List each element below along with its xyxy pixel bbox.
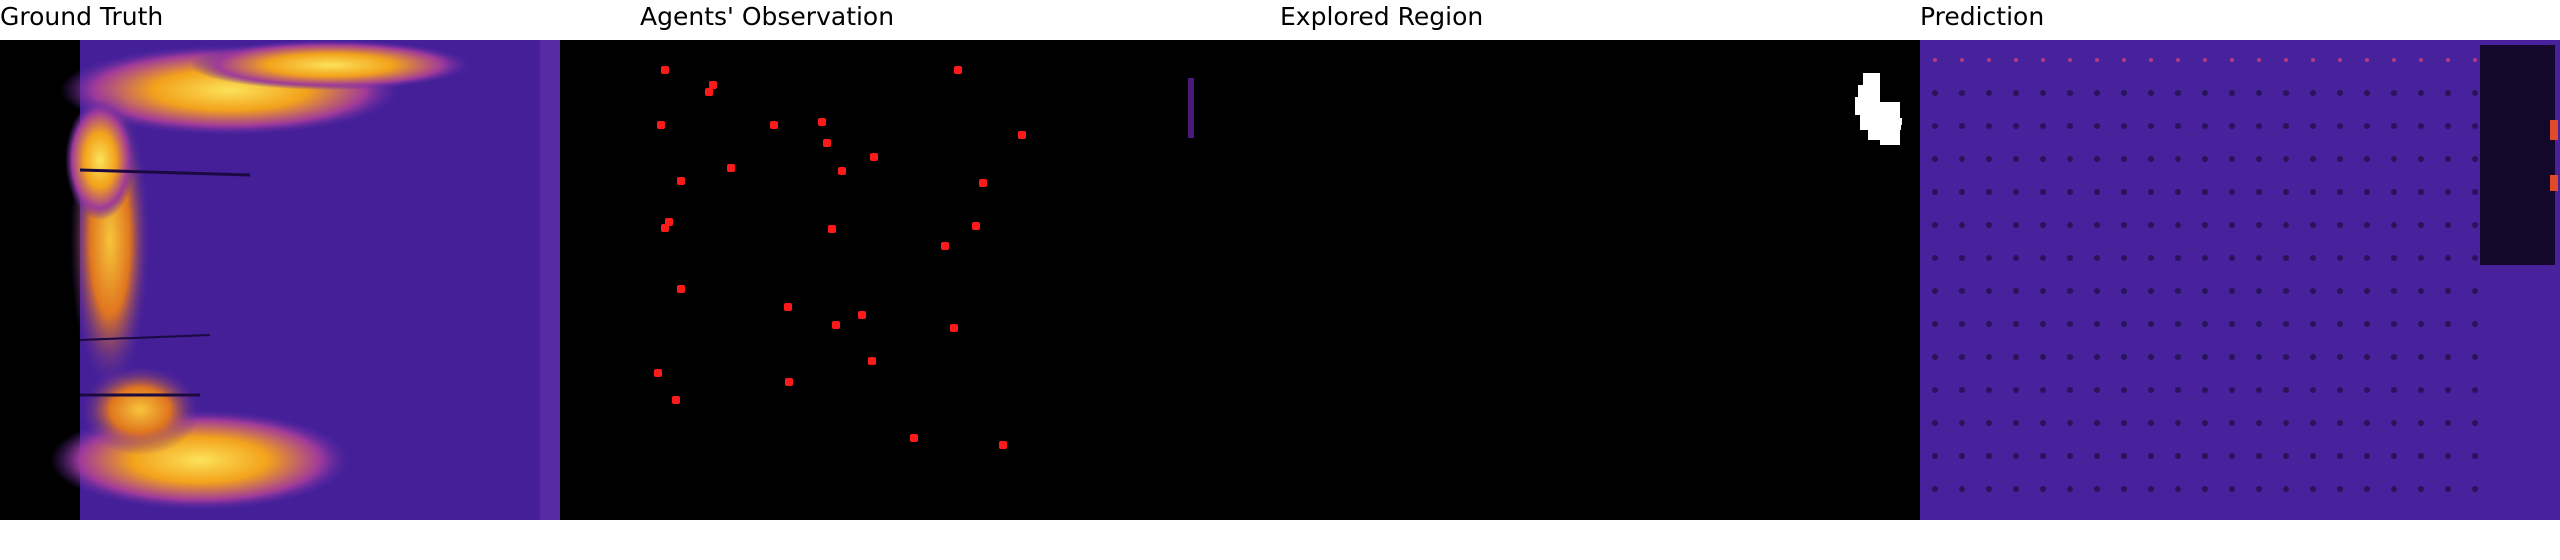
agent-marker bbox=[823, 139, 831, 147]
agent-marker bbox=[661, 224, 669, 232]
agent-marker bbox=[838, 167, 846, 175]
agent-marker bbox=[770, 121, 778, 129]
agent-marker bbox=[828, 225, 836, 233]
agent-marker bbox=[910, 434, 918, 442]
explored-region-panel bbox=[1280, 40, 1920, 520]
agents-observation-panel bbox=[640, 40, 1280, 520]
ground-truth-heatmap bbox=[0, 40, 640, 520]
agent-marker bbox=[705, 88, 713, 96]
agent-marker bbox=[1018, 131, 1026, 139]
agent-marker bbox=[727, 164, 735, 172]
agent-marker bbox=[858, 311, 866, 319]
agent-marker bbox=[661, 66, 669, 74]
prediction-dark-region bbox=[2480, 45, 2555, 265]
agent-marker bbox=[979, 179, 987, 187]
agent-marker bbox=[941, 242, 949, 250]
agent-marker bbox=[870, 153, 878, 161]
explored-mask bbox=[1855, 73, 1902, 145]
agent-marker bbox=[999, 441, 1007, 449]
observed-patch bbox=[1188, 78, 1194, 138]
agent-marker bbox=[868, 357, 876, 365]
agent-marker bbox=[972, 222, 980, 230]
observation-title: Agents' Observation bbox=[640, 2, 895, 31]
ground-truth-title: Ground Truth bbox=[0, 2, 164, 31]
explored-title: Explored Region bbox=[1280, 2, 1484, 31]
agent-marker bbox=[832, 321, 840, 329]
agent-marker bbox=[654, 369, 662, 377]
agent-marker bbox=[657, 121, 665, 129]
agent-marker bbox=[950, 324, 958, 332]
agent-marker bbox=[672, 396, 680, 404]
agent-marker bbox=[785, 378, 793, 386]
agent-marker bbox=[709, 81, 717, 89]
prediction-title: Prediction bbox=[1920, 2, 2045, 31]
agent-marker bbox=[677, 177, 685, 185]
agent-marker bbox=[784, 303, 792, 311]
agent-marker bbox=[677, 285, 685, 293]
agent-marker bbox=[818, 118, 826, 126]
prediction-heatmap bbox=[1920, 40, 2560, 520]
agent-marker bbox=[954, 66, 962, 74]
